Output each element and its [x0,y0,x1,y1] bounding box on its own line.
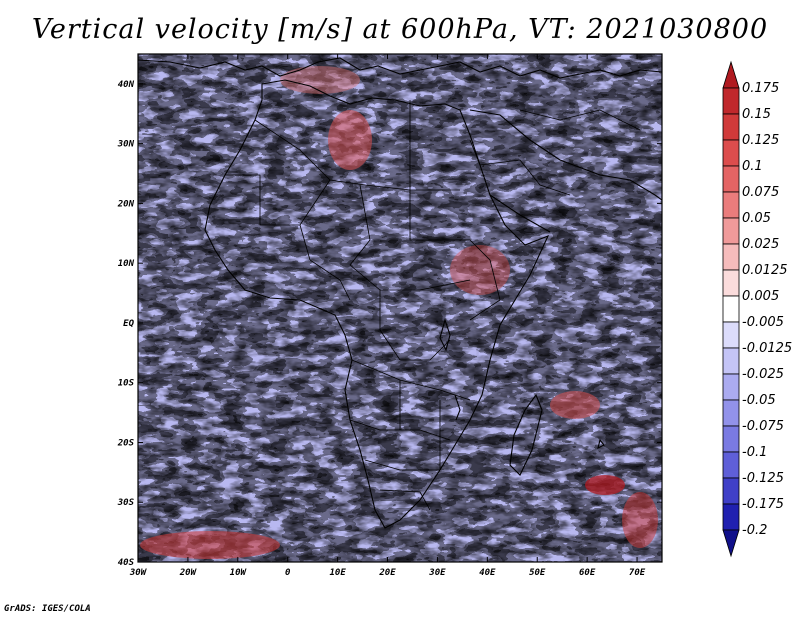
lat-label: EQ [123,319,134,329]
colorbar-label: -0.005 [742,315,784,330]
lon-label: 70E [629,568,646,578]
lon-label: 10W [230,568,248,578]
colorbar-label: 0.0125 [742,263,788,278]
lon-label: 60E [579,568,596,578]
colorbar-segment [722,373,740,401]
colorbar-segment [722,425,740,453]
colorbar-segment [722,451,740,479]
colorbar: 0.175 0.15 0.125 0.1 0.075 0.05 0.025 0.0125 0.0… [722,60,792,558]
colorbar-label: -0.075 [742,419,784,434]
lon-label: 30W [129,568,148,578]
colorbar-label: -0.175 [742,497,784,512]
lon-label: 20W [179,568,198,578]
lon-label: 10E [329,568,346,578]
colorbar-segment [722,217,740,245]
coastlines [138,57,662,529]
lon-label: 20E [378,568,396,578]
colorbar-segment [722,165,740,193]
latitude-axis: 40N 30N 20N 10N EQ 10S 20S 30S 40S [117,80,662,568]
lat-label: 40S [118,558,135,568]
colorbar-segment [722,321,740,349]
colorbar-segment [722,113,740,141]
colorbar-label: 0.175 [742,81,779,96]
colorbar-label: 0.025 [742,237,779,252]
grads-credit: GrADS: IGES/COLA [4,604,91,614]
colorbar-segment [722,269,740,297]
colorbar-label: 0.125 [742,133,779,148]
velocity-field [138,54,662,562]
colorbar-segment [722,191,740,219]
colorbar-label: 0.1 [742,159,763,174]
colorbar-segment [722,477,740,505]
chart-title: Vertical velocity [m/s] at 600hPa, VT: 2… [31,14,769,45]
map-frame [137,53,663,563]
lat-label: 30N [117,140,135,150]
lon-label: 40E [479,568,496,578]
colorbar-segment [722,347,740,375]
colorbar-label: -0.025 [742,367,784,382]
longitude-axis: 30W 20W 10W 0 10E 20E 30E 40E 50E 60E 70E [129,54,646,578]
lon-label: 30E [428,568,446,578]
colorbar-segment [722,295,740,323]
lat-label: 10N [118,259,135,269]
lat-label: 40N [118,80,135,90]
colorbar-top-arrow [722,60,740,89]
colorbar-segment [722,399,740,427]
colorbar-label: 0.075 [742,185,779,200]
colorbar-segment [722,243,740,271]
colorbar-label: 0.05 [742,211,771,226]
lat-label: 20N [117,199,135,209]
colorbar-label: -0.125 [742,471,784,486]
colorbar-segment [722,87,740,115]
colorbar-label: 0.15 [742,107,771,122]
colorbar-bottom-arrow [722,529,740,558]
colorbar-label: -0.05 [742,393,776,408]
lon-label: 0 [285,568,291,578]
colorbar-label: -0.2 [742,523,767,538]
lat-label: 10S [118,379,135,389]
colorbar-label: 0.005 [742,289,779,304]
lon-label: 50E [529,568,546,578]
lat-label: 20S [117,438,135,448]
colorbar-segment [722,503,740,531]
country-borders [225,100,641,511]
colorbar-label: -0.0125 [742,341,792,356]
lat-label: 30S [117,498,135,508]
colorbar-label: -0.1 [742,445,767,460]
colorbar-segment [722,139,740,167]
